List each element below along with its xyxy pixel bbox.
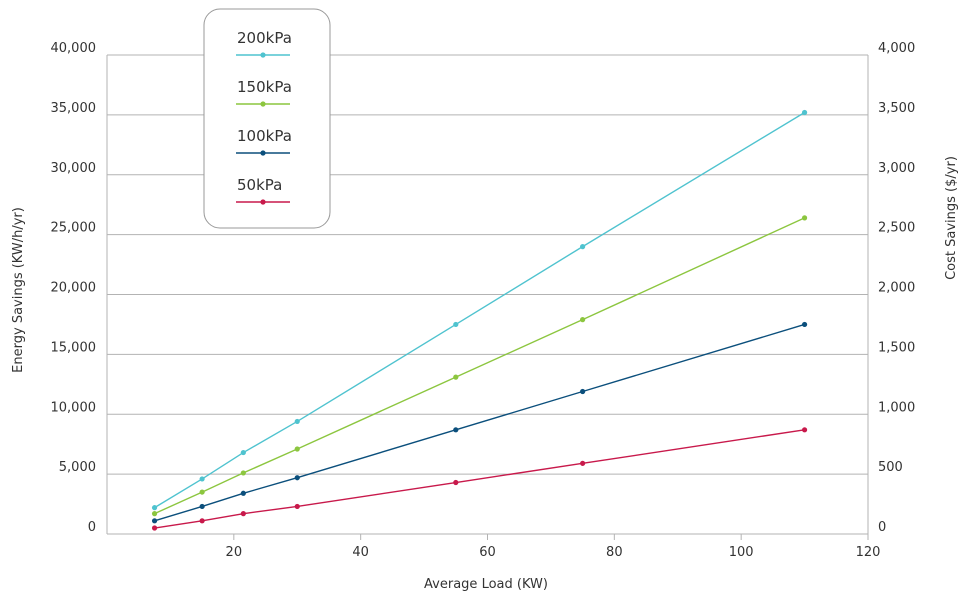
data-point (199, 518, 205, 524)
y-tick-label: 20,000 (51, 281, 97, 296)
data-point (453, 374, 459, 380)
data-point (240, 449, 246, 456)
data-point (453, 321, 459, 328)
y2-tick-label: 1,500 (878, 340, 915, 355)
legend-swatch-marker (260, 199, 266, 205)
y2-tick-label: 500 (878, 460, 903, 475)
data-point (801, 427, 808, 433)
series-layer (151, 109, 808, 531)
data-point (580, 460, 586, 466)
data-point (294, 418, 300, 425)
data-point (294, 446, 300, 452)
series-200kPa (151, 109, 808, 511)
data-point (151, 525, 158, 531)
legend-swatch-marker (260, 52, 266, 58)
legend-swatch-marker (260, 101, 266, 107)
y-axis-title: Energy Savings (KW/h/yr) (11, 207, 26, 373)
y2-tick-label: 4,000 (878, 41, 915, 56)
y-axis-ticks: 0 5,000 10,000 15,000 20,000 25,000 30,000 35,0… (51, 41, 97, 535)
data-point (151, 511, 158, 517)
legend-label: 200kPa (237, 29, 292, 47)
series-line (154, 217, 805, 515)
data-point (801, 321, 808, 328)
data-point (199, 489, 205, 495)
data-point (240, 470, 246, 476)
x-axis-title: Average Load (KW) (424, 577, 548, 592)
y2-tick-label: 0 (878, 520, 886, 535)
data-point (580, 388, 586, 395)
y-tick-label: 25,000 (51, 221, 97, 236)
y2-tick-label: 1,000 (878, 400, 915, 415)
data-point (294, 475, 300, 481)
x-tick-label: 20 (226, 545, 243, 560)
legend-label: 150kPa (237, 78, 292, 96)
data-point (151, 518, 158, 524)
y-tick-label: 10,000 (51, 400, 97, 415)
y2-axis-ticks: 0 500 1,000 1,500 2,000 2,500 3,000 3,500 4,000 (878, 41, 915, 535)
data-point (801, 215, 808, 221)
y-tick-label: 15,000 (51, 340, 97, 355)
data-point (240, 511, 246, 517)
y2-tick-label: 3,000 (878, 161, 915, 176)
x-tick-label: 120 (856, 545, 881, 560)
series-100kPa (151, 321, 808, 524)
y-tick-label: 5,000 (59, 460, 96, 475)
x-tick-label: 60 (479, 545, 496, 560)
legend-swatch-marker (260, 150, 266, 156)
y2-axis-title: Cost Savings ($/yr) (944, 156, 959, 280)
y2-tick-label: 2,500 (878, 221, 915, 236)
data-point (151, 505, 158, 511)
data-point (580, 244, 586, 250)
x-tick-label: 100 (729, 545, 754, 560)
series-50kPa (151, 427, 808, 531)
data-point (801, 109, 808, 116)
data-point (240, 490, 246, 496)
legend-box (203, 8, 331, 229)
y2-tick-label: 3,500 (878, 101, 915, 116)
legend-label: 100kPa (237, 127, 292, 145)
y-tick-label: 35,000 (51, 101, 97, 116)
legend-label: 50kPa (237, 176, 282, 194)
data-point (199, 503, 205, 510)
x-axis-ticks: 20 40 60 80 100 120 (226, 534, 881, 560)
series-line (154, 429, 805, 529)
data-point (294, 503, 300, 510)
legend: 200kPa 150kPa 100kPa 50kPa (203, 8, 331, 229)
data-point (199, 476, 205, 482)
data-point (453, 479, 459, 486)
y2-tick-label: 2,000 (878, 281, 915, 296)
y-tick-label: 30,000 (51, 161, 97, 176)
y-tick-label: 0 (88, 520, 96, 535)
x-tick-label: 40 (352, 545, 369, 560)
data-point (453, 427, 459, 433)
data-point (580, 317, 586, 323)
x-tick-label: 80 (606, 545, 623, 560)
series-150kPa (151, 215, 808, 517)
y-tick-label: 40,000 (51, 41, 97, 56)
